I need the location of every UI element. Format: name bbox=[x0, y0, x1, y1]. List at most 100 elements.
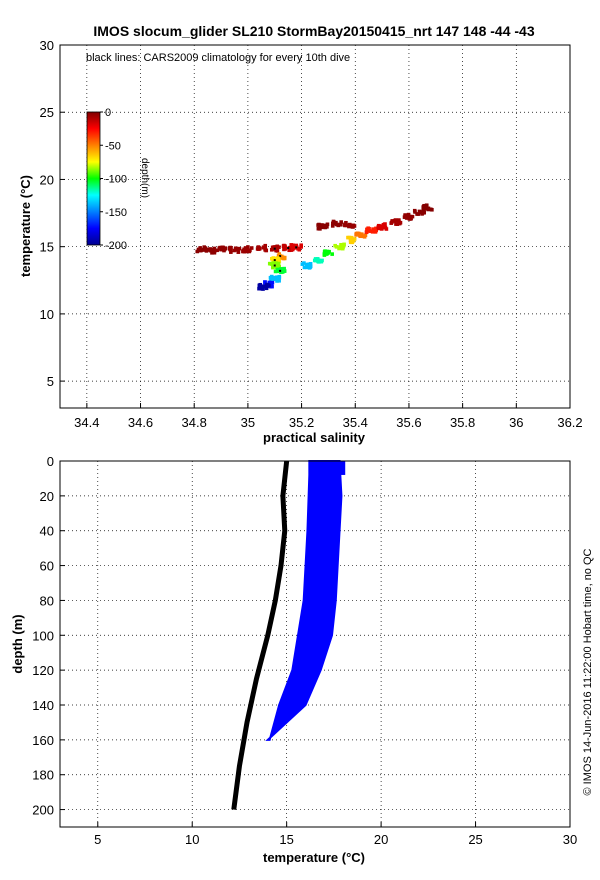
bottom-x-tick-label: 10 bbox=[185, 832, 199, 847]
ts-point bbox=[424, 203, 429, 208]
top-x-tick-label: 36 bbox=[509, 415, 523, 430]
top-y-tick-label: 25 bbox=[40, 105, 54, 120]
ts-point bbox=[314, 258, 318, 263]
top-y-tick-label: 30 bbox=[40, 38, 54, 53]
bottom-y-tick-label: 120 bbox=[32, 663, 54, 678]
top-x-ticks: 34.4 34.6 34.8 35 35.2 35.4 35.6 35.8 36 36.2 bbox=[74, 403, 583, 430]
ts-point bbox=[242, 249, 246, 254]
top-y-label: temperature (°C) bbox=[18, 175, 33, 277]
bottom-y-tick-label: 140 bbox=[32, 698, 54, 713]
ts-point bbox=[217, 246, 222, 250]
ts-point bbox=[308, 265, 312, 269]
ts-point bbox=[342, 242, 346, 247]
ts-point bbox=[347, 222, 352, 227]
ts-point bbox=[272, 275, 277, 280]
ts-point bbox=[336, 223, 341, 228]
ts-point bbox=[223, 246, 228, 250]
top-x-tick-label: 34.8 bbox=[182, 415, 207, 430]
bottom-y-tick-label: 100 bbox=[32, 628, 54, 643]
ts-point bbox=[340, 245, 345, 250]
ts-point bbox=[281, 267, 285, 271]
colorbar-tick-label: -150 bbox=[105, 207, 127, 219]
ts-point bbox=[232, 248, 236, 253]
ts-point bbox=[212, 246, 217, 251]
ts-point bbox=[393, 218, 397, 223]
bottom-grid bbox=[60, 460, 571, 827]
colorbar-ticks: 0 -50 -100 -150 -200 bbox=[100, 107, 127, 252]
bottom-x-tick-label: 30 bbox=[563, 832, 577, 847]
ts-point bbox=[264, 248, 268, 253]
ts-point bbox=[363, 233, 368, 238]
ts-point bbox=[308, 263, 312, 268]
ts-point bbox=[344, 220, 348, 225]
bottom-y-ticks: 0 20 40 60 80 100 120 140 160 180 200 bbox=[32, 454, 65, 818]
bottom-profiles bbox=[231, 460, 346, 810]
ts-point bbox=[269, 276, 273, 280]
top-y-ticks: 5 10 15 20 25 30 bbox=[40, 38, 65, 389]
ts-point bbox=[304, 262, 309, 267]
ts-point bbox=[275, 261, 280, 266]
ts-point bbox=[273, 256, 278, 261]
bottom-x-tick-label: 20 bbox=[374, 832, 388, 847]
bottom-axes-frame bbox=[59, 460, 571, 828]
ts-point bbox=[275, 279, 279, 283]
colorbar-tick-label: -50 bbox=[105, 140, 121, 152]
ts-point bbox=[201, 247, 206, 252]
ts-point bbox=[270, 245, 275, 250]
ts-point bbox=[406, 212, 411, 217]
ts-point bbox=[265, 284, 269, 288]
ts-point bbox=[289, 243, 294, 247]
ts-point bbox=[413, 210, 417, 214]
ts-point bbox=[408, 214, 412, 219]
ts-point bbox=[374, 226, 378, 231]
ts-point bbox=[270, 257, 274, 261]
ts-point bbox=[283, 245, 288, 250]
ts-point bbox=[348, 238, 353, 243]
ts-point bbox=[358, 234, 363, 239]
ts-point bbox=[325, 222, 330, 227]
ts-point bbox=[222, 248, 226, 253]
bottom-x-ticks: 5 10 15 20 25 30 bbox=[94, 822, 577, 847]
climatology-profile bbox=[231, 460, 290, 810]
top-points bbox=[195, 203, 434, 291]
ts-point bbox=[395, 222, 400, 226]
ts-point bbox=[269, 261, 274, 266]
ts-point bbox=[229, 250, 233, 254]
ts-point bbox=[352, 237, 357, 241]
ts-point bbox=[397, 221, 402, 226]
ts-point bbox=[305, 265, 309, 270]
ts-point bbox=[282, 269, 287, 273]
ts-point bbox=[271, 264, 275, 269]
ts-point bbox=[282, 256, 287, 261]
top-chart-title: IMOS slocum_glider SL210 StormBay2015041… bbox=[93, 23, 534, 39]
colorbar-tick-label: -200 bbox=[105, 240, 127, 252]
climatology-note: black lines: CARS2009 climatology for ev… bbox=[86, 52, 350, 64]
ts-point bbox=[261, 245, 266, 250]
ts-point bbox=[228, 245, 233, 250]
ts-point bbox=[376, 226, 381, 231]
ts-point bbox=[210, 251, 214, 255]
ts-point bbox=[320, 223, 324, 227]
ts-point bbox=[287, 248, 292, 253]
ts-point bbox=[405, 216, 410, 220]
climatology-mark bbox=[273, 247, 276, 250]
ts-point bbox=[275, 244, 280, 249]
ts-point bbox=[264, 286, 269, 291]
ts-point bbox=[212, 249, 217, 253]
colorbar-tick-label: 0 bbox=[105, 107, 111, 119]
climatology-mark bbox=[295, 246, 298, 249]
ts-point bbox=[234, 246, 239, 251]
bottom-y-tick-label: 80 bbox=[40, 593, 54, 608]
ts-point bbox=[422, 210, 427, 215]
ts-point bbox=[322, 253, 327, 257]
ts-point bbox=[257, 283, 262, 288]
ts-point bbox=[275, 275, 279, 280]
bottom-y-tick-label: 200 bbox=[32, 803, 54, 818]
bottom-y-tick-label: 0 bbox=[47, 454, 54, 469]
ts-point bbox=[389, 221, 393, 225]
bottom-x-label: temperature (°C) bbox=[263, 850, 365, 865]
ts-point bbox=[407, 217, 412, 221]
ts-point bbox=[426, 206, 431, 211]
ts-point bbox=[215, 248, 219, 253]
